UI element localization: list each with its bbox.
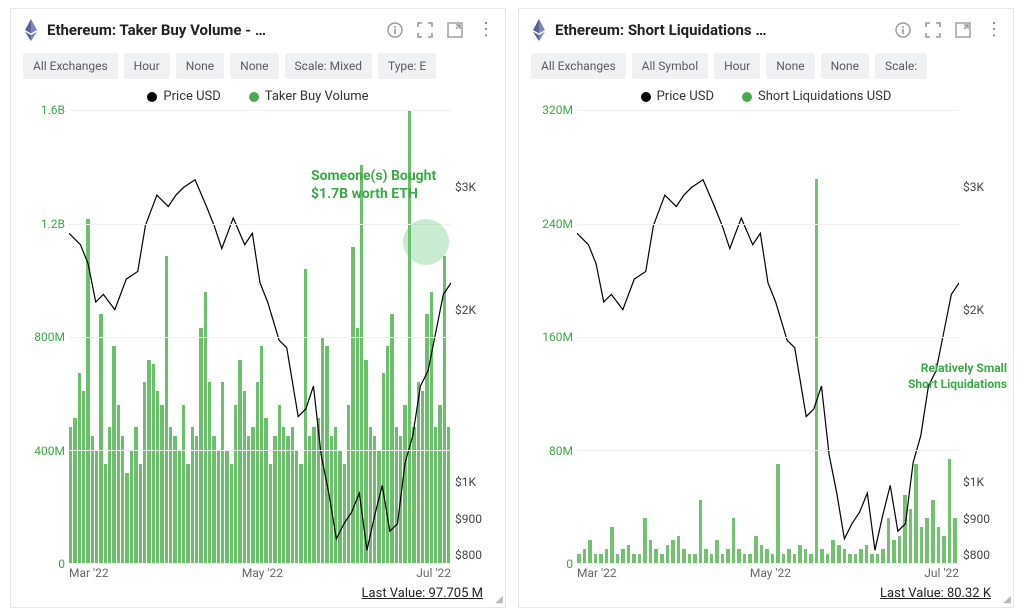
filter-chip[interactable]: Hour	[714, 53, 760, 79]
last-value: Last Value: 97.705 M	[23, 586, 493, 601]
legend-dot-icon	[641, 92, 651, 102]
header-actions: ⋮	[387, 21, 493, 39]
info-icon[interactable]	[387, 22, 403, 38]
filter-chip[interactable]: None	[766, 53, 814, 79]
legend-item-liq[interactable]: Short Liquidations USD	[742, 89, 891, 104]
header-actions: ⋮	[895, 21, 1001, 39]
panel-title: Ethereum: Short Liquidations …	[555, 21, 887, 39]
legend-item-price[interactable]: Price USD	[641, 89, 714, 104]
annotation-highlight-icon	[403, 219, 449, 265]
panel-title: Ethereum: Taker Buy Volume - …	[47, 21, 379, 39]
filter-chip[interactable]: Type: E	[378, 53, 436, 79]
panel-header: Ethereum: Taker Buy Volume - … ⋮	[23, 19, 493, 41]
legend-item-price[interactable]: Price USD	[147, 89, 220, 104]
legend-label: Price USD	[163, 89, 220, 104]
chart-annotation: Someone(s) Bought $1.7B worth ETH	[311, 167, 436, 203]
panel-header: Ethereum: Short Liquidations … ⋮	[531, 19, 1001, 41]
filter-chip[interactable]: All Exchanges	[23, 53, 118, 79]
chart-plot[interactable]	[577, 110, 959, 564]
filter-chip[interactable]: All Exchanges	[531, 53, 626, 79]
fullscreen-icon[interactable]	[925, 22, 941, 38]
filter-chip[interactable]: All Symbol	[632, 53, 708, 79]
filter-chip[interactable]: None	[176, 53, 224, 79]
filter-row: All Exchanges All Symbol Hour None None …	[531, 53, 1001, 79]
legend-dot-icon	[249, 92, 259, 102]
chart-legend: Price USD Taker Buy Volume	[23, 89, 493, 104]
resize-handle-icon[interactable]: ◢	[1003, 594, 1011, 605]
filter-chip[interactable]: None	[230, 53, 278, 79]
expand-icon[interactable]	[447, 22, 463, 38]
chart-area[interactable]: 320M240M160M80M0 $3K$2K$1K$900$800	[531, 110, 1001, 564]
legend-item-volume[interactable]: Taker Buy Volume	[249, 89, 369, 104]
filter-row: All Exchanges Hour None None Scale: Mixe…	[23, 53, 493, 79]
filter-chip[interactable]: None	[821, 53, 869, 79]
price-line	[577, 111, 959, 569]
info-icon[interactable]	[895, 22, 911, 38]
filter-chip[interactable]: Scale: Mixed	[285, 53, 372, 79]
ethereum-icon	[531, 19, 547, 41]
filter-chip[interactable]: Hour	[124, 53, 170, 79]
y-axis-left: 320M240M160M80M0	[531, 110, 577, 564]
filter-chip[interactable]: Scale:	[875, 53, 927, 79]
y-axis-right: $3K$2K$1K$900$800	[451, 110, 493, 564]
legend-dot-icon	[147, 92, 157, 102]
legend-label: Price USD	[657, 89, 714, 104]
y-axis-right: $3K$2K$1K$900$800	[959, 110, 1001, 564]
last-value: Last Value: 80.32 K	[531, 586, 1001, 601]
more-icon[interactable]: ⋮	[985, 21, 1001, 39]
chart-panel-short-liq: Ethereum: Short Liquidations … ⋮ All Exc…	[518, 8, 1014, 608]
chart-panel-taker-buy: Ethereum: Taker Buy Volume - … ⋮ All Exc…	[10, 8, 506, 608]
chart-annotation: Relatively Small Short Liquidations	[908, 361, 1007, 392]
ethereum-icon	[23, 19, 39, 41]
fullscreen-icon[interactable]	[417, 22, 433, 38]
legend-label: Taker Buy Volume	[265, 89, 369, 104]
chart-legend: Price USD Short Liquidations USD	[531, 89, 1001, 104]
legend-dot-icon	[742, 92, 752, 102]
more-icon[interactable]: ⋮	[477, 21, 493, 39]
y-axis-left: 1.6B1.2B800M400M0	[23, 110, 69, 564]
expand-icon[interactable]	[955, 22, 971, 38]
resize-handle-icon[interactable]: ◢	[495, 594, 503, 605]
legend-label: Short Liquidations USD	[758, 89, 891, 104]
